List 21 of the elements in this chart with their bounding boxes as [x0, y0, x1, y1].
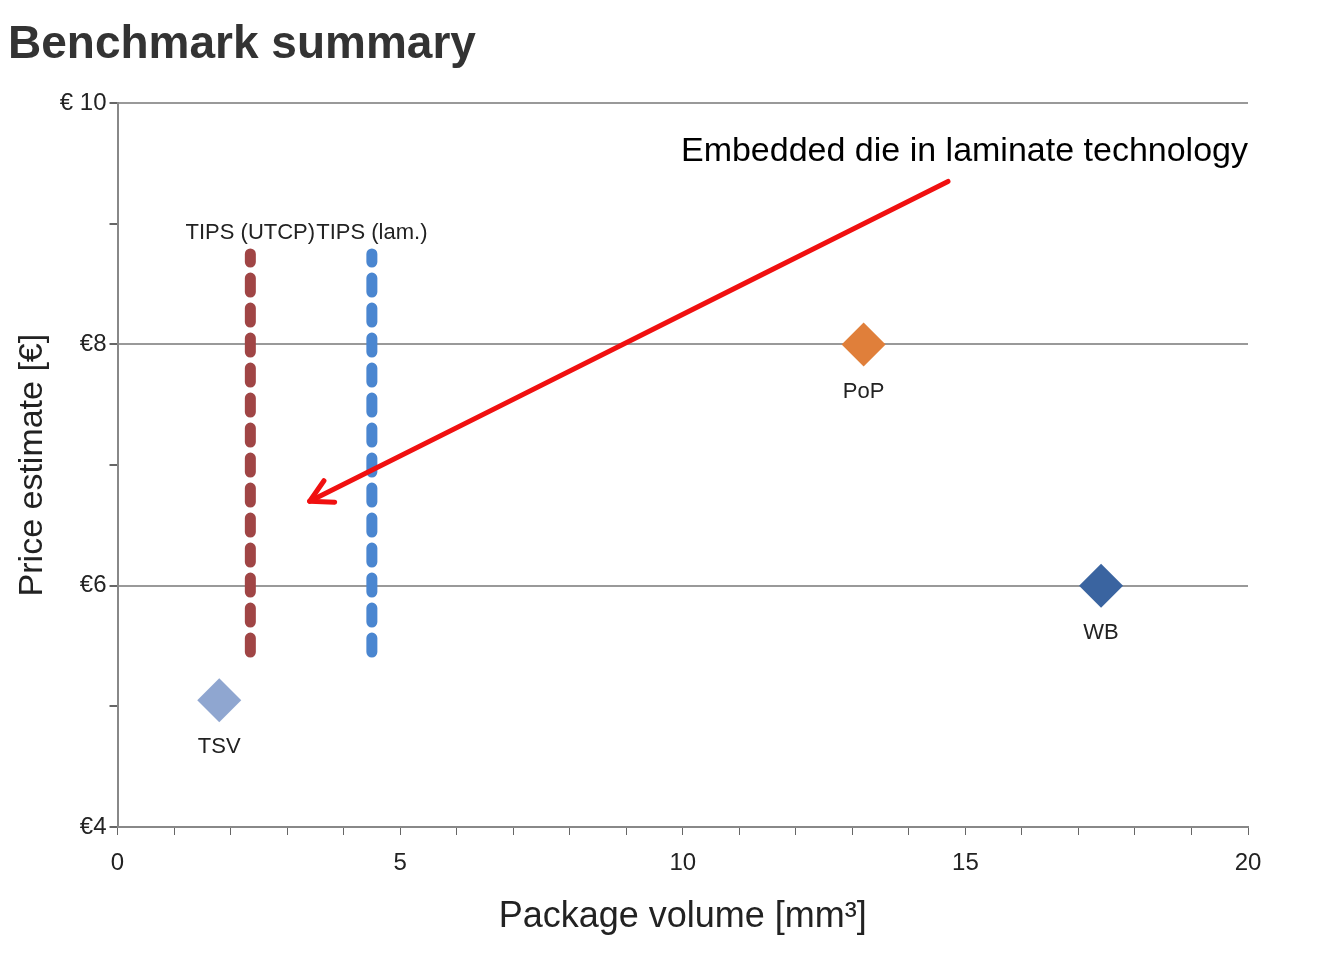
x-tick-label: 0 [110, 848, 125, 876]
chart-title: Benchmark summary [8, 16, 477, 69]
x-tick-label: 5 [393, 848, 407, 876]
x-tick-label: 20 [1234, 848, 1262, 876]
series-label: WB [1083, 618, 1119, 644]
x-tick-label: 10 [669, 848, 697, 876]
x-tick-label: 15 [952, 848, 979, 876]
point [1079, 563, 1124, 608]
y-tick-label: € 10 [59, 87, 107, 115]
series-label: TSV [197, 733, 241, 759]
point [197, 678, 242, 723]
annotation: Embedded die in laminate technology [680, 129, 1248, 168]
series-label: PoP [842, 377, 885, 403]
y-tick-label: €6 [79, 570, 107, 598]
point [841, 322, 886, 367]
x-axis-title: Package volume [mm³] [498, 894, 867, 936]
y-tick-label: €4 [79, 811, 107, 839]
y-axis-title: Price estimate [€] [10, 333, 49, 597]
series-label: TIPS (lam.) [316, 219, 428, 245]
y-tick-label: €8 [79, 329, 107, 357]
series-label: TIPS (UTCP) [185, 219, 316, 245]
